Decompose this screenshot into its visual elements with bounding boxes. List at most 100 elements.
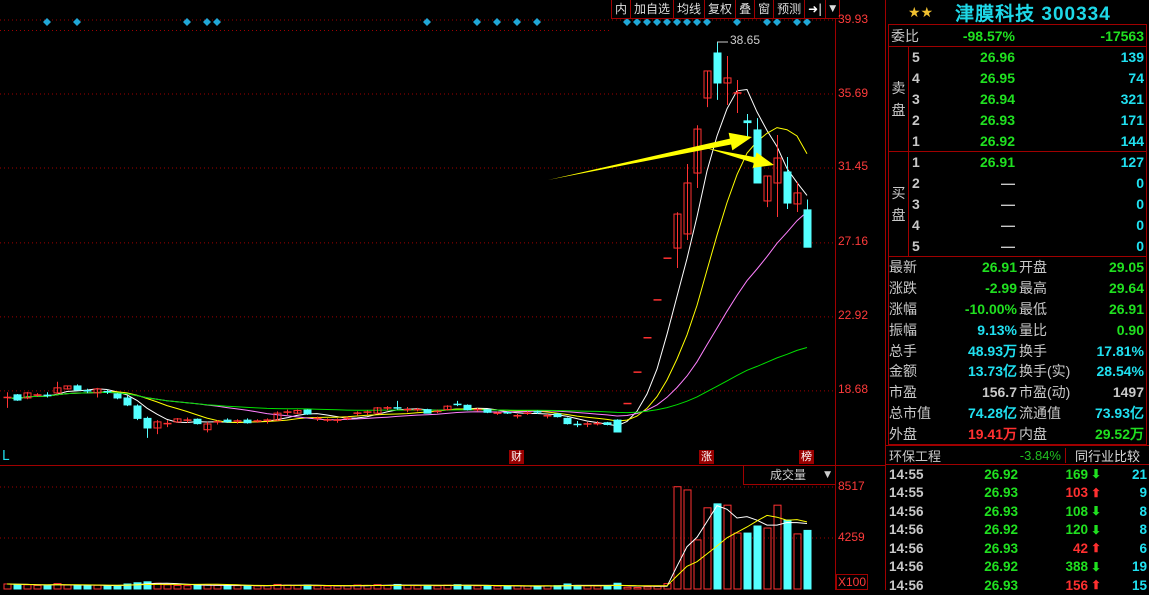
volume-bar bbox=[523, 585, 532, 590]
buy-qty: 0 bbox=[1136, 216, 1144, 233]
volume-bar bbox=[73, 584, 82, 590]
volume-bar bbox=[613, 582, 622, 590]
tick-volume: 388 bbox=[1065, 559, 1088, 575]
candle-body bbox=[193, 418, 202, 425]
stat-row: 市盈 156.7 市盈(动) 1497 bbox=[889, 382, 1146, 403]
industry-compare-button[interactable]: 同行业比较 bbox=[1074, 448, 1140, 464]
volume-bar bbox=[593, 585, 602, 590]
toolbar-overlay-button[interactable]: 叠 bbox=[736, 0, 756, 18]
stock-title: ★★ 津膜科技 300334 bbox=[886, 0, 1149, 25]
volume-bar bbox=[313, 585, 322, 590]
toolbar-adjust-button[interactable]: 复权 bbox=[705, 0, 737, 18]
volume-bar bbox=[493, 585, 502, 590]
stat-value: 29.05 bbox=[1108, 259, 1144, 276]
volume-bar bbox=[423, 584, 432, 590]
buy-price: — bbox=[1001, 216, 1015, 233]
stat-label: 金额 bbox=[889, 363, 917, 380]
volume-bar bbox=[13, 583, 22, 590]
tick-row: 14:56 26.93 108 ⬇ 8 bbox=[886, 502, 1149, 521]
volume-bar bbox=[173, 584, 182, 590]
tick-time: 14:55 bbox=[889, 466, 924, 482]
toolbar-forecast-button[interactable]: 预测 bbox=[774, 0, 806, 18]
tick-count: 19 bbox=[1131, 559, 1147, 575]
buy-level-row[interactable]: 2 — 0 bbox=[909, 173, 1146, 194]
stat-row: 最新 26.91 开盘 29.05 bbox=[889, 257, 1146, 278]
stat-value: 29.52万 bbox=[1094, 425, 1144, 442]
candle-body bbox=[53, 387, 62, 394]
stat-label: 开盘 bbox=[1019, 259, 1047, 276]
volume-bar bbox=[93, 584, 102, 590]
sell-level-row[interactable]: 4 26.95 74 bbox=[909, 68, 1146, 89]
buy-level-row[interactable]: 5 — 0 bbox=[909, 235, 1146, 256]
tick-list[interactable]: 14:55 26.92 169 ⬇ 21 14:55 26.93 103 ⬆ 9 14:56 26.9… bbox=[886, 465, 1149, 595]
volume-bar bbox=[213, 584, 222, 590]
candle-body bbox=[123, 397, 132, 406]
level-num: 3 bbox=[912, 90, 920, 107]
candle-body bbox=[133, 405, 142, 419]
tick-price: 26.92 bbox=[984, 466, 1018, 482]
weibi-row: 委比 -98.57% -17563 bbox=[889, 25, 1146, 47]
indicator-select[interactable]: 成交量 ▼ bbox=[743, 466, 836, 485]
stat-value: 29.64 bbox=[1108, 280, 1144, 297]
tick-count: 21 bbox=[1131, 466, 1147, 482]
event-marker-icon bbox=[703, 18, 711, 26]
stat-value: 28.54% bbox=[1096, 363, 1144, 380]
stat-value: -2.99 bbox=[985, 280, 1017, 297]
sell-level-row[interactable]: 2 26.93 171 bbox=[909, 109, 1146, 130]
event-tag-billboard[interactable]: 榜 bbox=[799, 450, 814, 464]
tick-volume: 108 bbox=[1065, 503, 1088, 519]
toolbar-window-button[interactable]: 窗 bbox=[755, 0, 775, 18]
buy-label: 盘 bbox=[891, 206, 906, 223]
star-icon[interactable]: ★★ bbox=[908, 3, 934, 20]
buy-level-row[interactable]: 1 26.91 127 bbox=[909, 152, 1146, 173]
sell-label: 卖 bbox=[891, 79, 906, 96]
stat-value: 156.7 bbox=[981, 384, 1017, 401]
tick-volume: 156 bbox=[1065, 577, 1088, 593]
candle-body bbox=[23, 392, 32, 399]
exit-to-right-icon[interactable]: ➜| bbox=[805, 0, 827, 18]
toolbar-ma-button[interactable]: 均线 bbox=[674, 0, 706, 18]
event-tag-finance[interactable]: 财 bbox=[509, 450, 524, 464]
volume-bar bbox=[53, 583, 62, 590]
triangle-down-icon[interactable]: ▼ bbox=[829, 4, 837, 14]
stat-label: 量比 bbox=[1019, 321, 1047, 338]
tick-time: 14:56 bbox=[889, 559, 924, 575]
stat-label: 市盈(动) bbox=[1019, 384, 1071, 401]
candle-body bbox=[143, 417, 152, 429]
tick-row: 14:56 26.93 156 ⬆ 15 bbox=[886, 576, 1149, 595]
arrow-down-icon: ⬇ bbox=[1090, 504, 1102, 519]
volume-bar bbox=[473, 585, 482, 590]
buy-price: — bbox=[1001, 195, 1015, 212]
volume-bar bbox=[763, 527, 772, 590]
stat-label: 涨跌 bbox=[889, 280, 917, 297]
price-tick: 27.16 bbox=[838, 234, 869, 248]
candle-body bbox=[73, 385, 82, 391]
volume-bar bbox=[273, 583, 282, 590]
sell-level-row[interactable]: 1 26.92 144 bbox=[909, 130, 1146, 151]
toolbar-inner-button[interactable]: 内 bbox=[612, 0, 632, 18]
stat-label: 最低 bbox=[1019, 300, 1047, 317]
stat-value: 73.93亿 bbox=[1094, 404, 1144, 421]
event-marker-icon bbox=[733, 18, 741, 26]
sell-level-row[interactable]: 5 26.96 139 bbox=[909, 47, 1146, 68]
price-tick: 35.69 bbox=[838, 86, 869, 100]
volume-bar bbox=[793, 533, 802, 590]
kline-chart[interactable] bbox=[0, 0, 885, 590]
volume-bar bbox=[83, 585, 92, 590]
volume-bar bbox=[23, 584, 32, 590]
stat-label: 最新 bbox=[889, 259, 917, 276]
buy-level-row[interactable]: 4 — 0 bbox=[909, 214, 1146, 235]
stat-value: -10.00% bbox=[964, 300, 1017, 317]
candle-body bbox=[703, 70, 712, 99]
event-tag-limit-up[interactable]: 涨 bbox=[699, 450, 714, 464]
stat-label: 换手 bbox=[1019, 342, 1047, 359]
candle-body bbox=[63, 385, 72, 390]
volume-bar bbox=[163, 584, 172, 590]
toolbar-add-watchlist-button[interactable]: 加自选 bbox=[631, 0, 675, 18]
event-marker-icon bbox=[183, 18, 191, 26]
candle-body bbox=[303, 409, 312, 415]
sell-level-row[interactable]: 3 26.94 321 bbox=[909, 89, 1146, 110]
buy-level-row[interactable]: 3 — 0 bbox=[909, 194, 1146, 215]
industry-name[interactable]: 环保工程 bbox=[889, 448, 942, 464]
volume-bar bbox=[193, 584, 202, 590]
